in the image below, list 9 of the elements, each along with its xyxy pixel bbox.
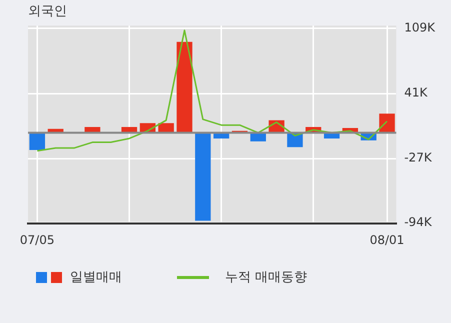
y-tick-label: -27K xyxy=(404,150,433,165)
y-tick-label: 109K xyxy=(404,20,436,35)
x-tick-label: 08/01 xyxy=(370,232,404,247)
chart-title: 외국인 xyxy=(28,4,67,20)
y-tick-label: 41K xyxy=(404,86,428,100)
x-tick-label: 07/05 xyxy=(20,232,55,247)
legend-label: 일별매매 xyxy=(70,269,122,286)
legend-label: 누적 매매동향 xyxy=(225,269,308,286)
y-tick-label: -94K xyxy=(404,214,433,229)
